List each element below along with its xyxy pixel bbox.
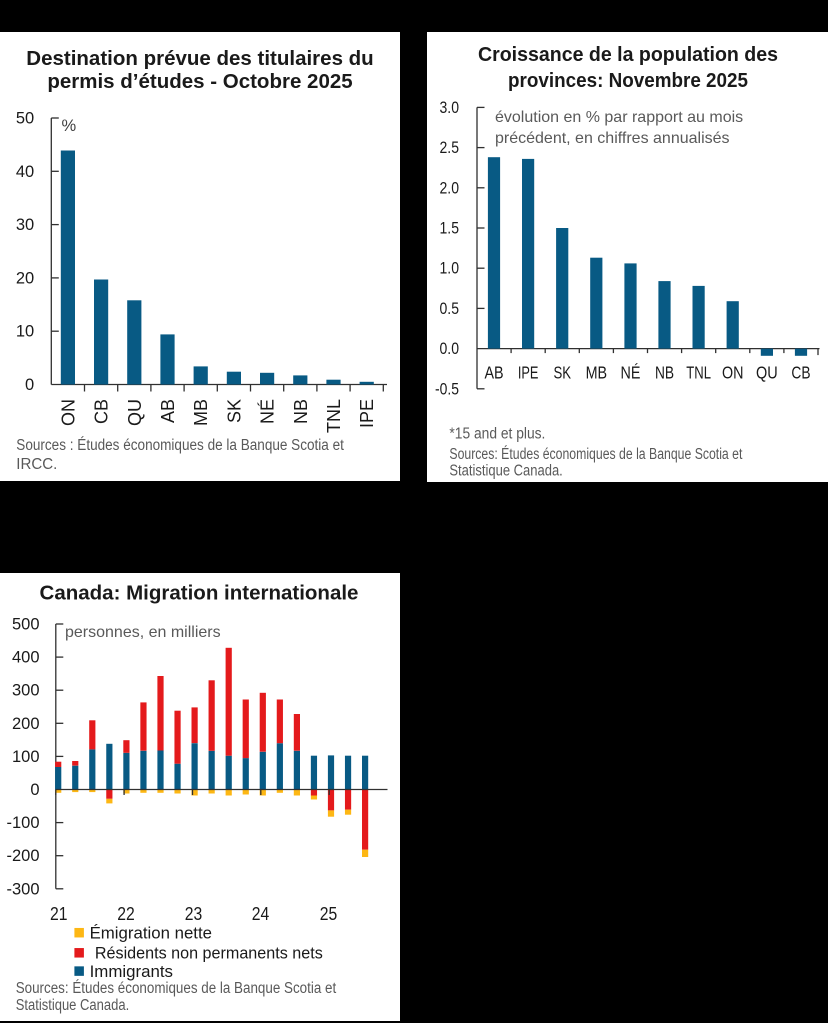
svg-text:300: 300: [12, 682, 40, 700]
svg-text:Statistique Canada.: Statistique Canada.: [449, 463, 562, 480]
svg-text:provinces: Novembre 2025: provinces: Novembre 2025: [508, 69, 748, 92]
svg-text:SK: SK: [553, 363, 571, 383]
svg-text:CB: CB: [92, 399, 112, 424]
svg-text:NÉ: NÉ: [621, 363, 641, 383]
svg-text:NB: NB: [655, 363, 674, 383]
svg-text:IPE: IPE: [357, 399, 377, 428]
svg-text:*15 and et plus.: *15 and et plus.: [449, 426, 545, 443]
svg-text:22: 22: [117, 904, 135, 924]
svg-text:NÉ: NÉ: [258, 399, 278, 424]
svg-text:personnes, en milliers: personnes, en milliers: [65, 624, 221, 641]
svg-text:AB: AB: [485, 363, 504, 383]
svg-text:%: %: [62, 117, 77, 135]
svg-text:Immigrants: Immigrants: [90, 963, 173, 981]
svg-text:Résidents non permanents nets: Résidents non permanents nets: [95, 945, 323, 963]
svg-text:NB: NB: [291, 399, 311, 424]
svg-text:IRCC.: IRCC.: [16, 456, 57, 473]
svg-text:MB: MB: [191, 399, 211, 426]
svg-text:50: 50: [16, 110, 34, 128]
svg-text:-300: -300: [6, 880, 39, 898]
svg-text:24: 24: [252, 904, 270, 924]
svg-text:30: 30: [16, 216, 34, 234]
svg-text:CB: CB: [791, 363, 810, 383]
svg-text:-200: -200: [6, 847, 39, 865]
svg-text:Sources : Études économiques d: Sources : Études économiques de la Banqu…: [16, 437, 344, 454]
svg-text:TNL: TNL: [686, 363, 711, 383]
svg-text:0: 0: [30, 781, 39, 799]
svg-text:QU: QU: [125, 399, 145, 426]
svg-text:IPE: IPE: [518, 363, 539, 383]
svg-text:ON: ON: [58, 399, 78, 426]
svg-text:23: 23: [185, 904, 203, 924]
svg-text:ON: ON: [722, 363, 744, 383]
svg-text:3.0: 3.0: [440, 99, 460, 117]
svg-text:permis d’études - Octobre 2025: permis d’études - Octobre 2025: [47, 70, 352, 93]
svg-text:Canada: Migration internationa: Canada: Migration internationale: [40, 582, 359, 605]
svg-text:2.5: 2.5: [440, 139, 460, 157]
svg-text:précédent, en chiffres annuali: précédent, en chiffres annualisés: [495, 130, 730, 147]
svg-text:QU: QU: [756, 363, 778, 383]
svg-text:0.5: 0.5: [440, 300, 460, 318]
svg-text:-0.5: -0.5: [435, 380, 459, 398]
svg-text:Statistique Canada.: Statistique Canada.: [16, 997, 130, 1014]
svg-text:Émigration nette: Émigration nette: [90, 923, 212, 942]
svg-text:500: 500: [12, 616, 40, 634]
svg-text:200: 200: [12, 715, 40, 733]
svg-text:évolution en % par rapport au: évolution en % par rapport au mois: [495, 109, 743, 126]
svg-text:-100: -100: [6, 814, 39, 832]
svg-text:Croissance de la population de: Croissance de la population des: [478, 43, 778, 66]
svg-text:Sources: Études économiques de: Sources: Études économiques de la Banque…: [16, 980, 337, 997]
svg-text:40: 40: [16, 163, 34, 181]
svg-text:Sources: Études économiques de: Sources: Études économiques de la Banque…: [449, 446, 743, 463]
svg-text:TNL: TNL: [324, 399, 344, 433]
svg-text:AB: AB: [158, 399, 178, 423]
svg-text:21: 21: [50, 904, 68, 924]
svg-text:1.5: 1.5: [440, 220, 460, 238]
svg-text:25: 25: [320, 904, 338, 924]
svg-text:400: 400: [12, 649, 40, 667]
svg-text:SK: SK: [224, 399, 244, 423]
svg-text:MB: MB: [586, 363, 608, 383]
svg-text:1.0: 1.0: [440, 260, 460, 278]
svg-text:20: 20: [16, 269, 34, 287]
svg-text:100: 100: [12, 748, 40, 766]
svg-text:2.0: 2.0: [440, 179, 460, 197]
svg-text:10: 10: [16, 323, 34, 341]
svg-text:Destination prévue des titulai: Destination prévue des titulaires du: [26, 47, 373, 70]
svg-text:0.0: 0.0: [440, 340, 460, 358]
svg-text:0: 0: [25, 376, 34, 394]
